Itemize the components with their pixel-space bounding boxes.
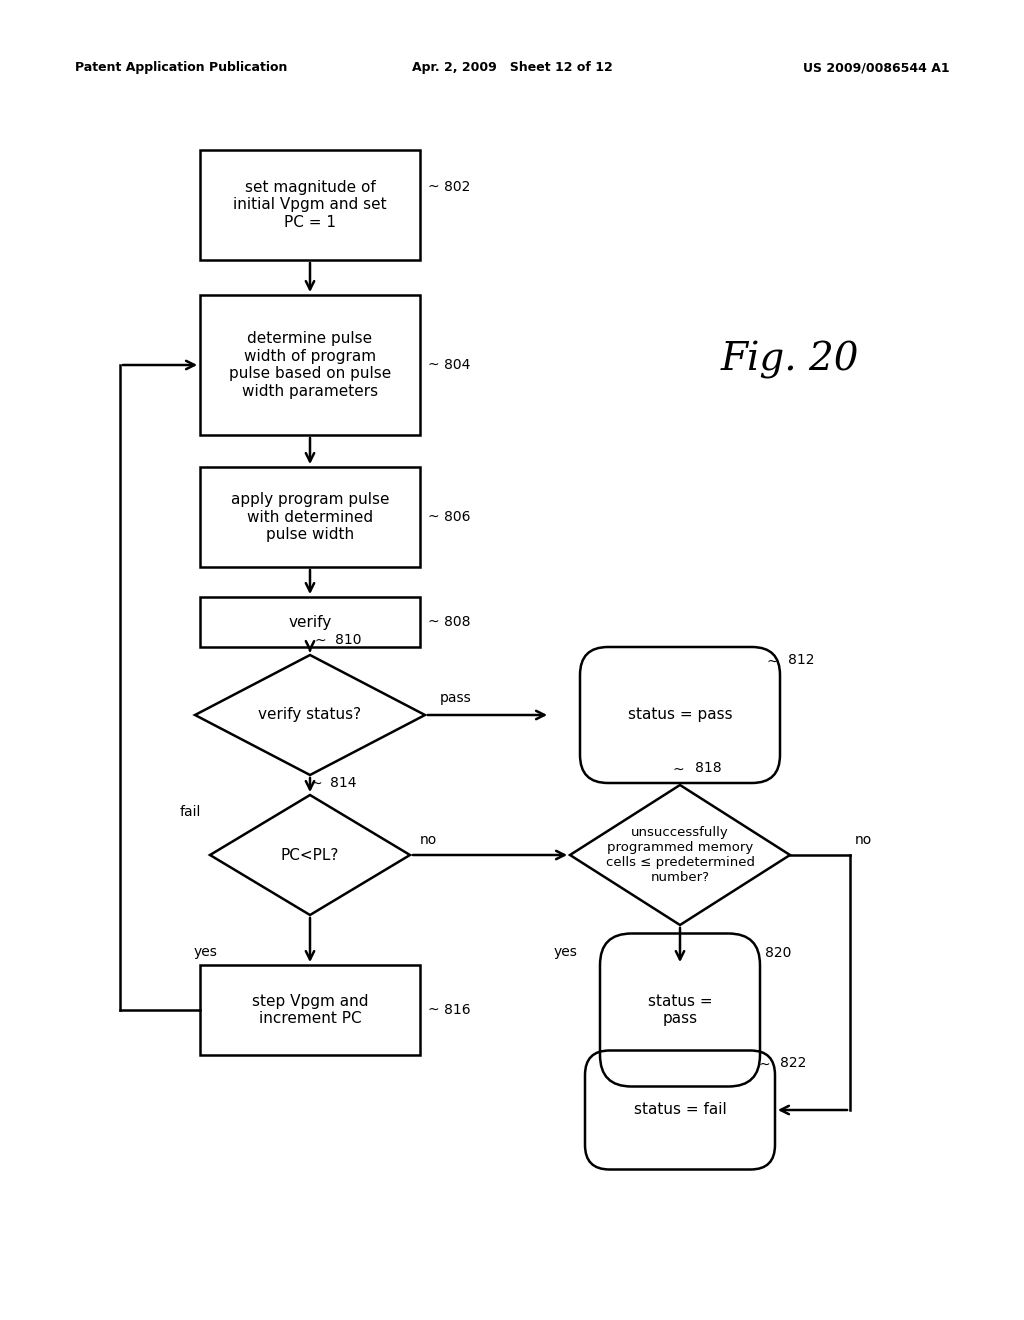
Text: US 2009/0086544 A1: US 2009/0086544 A1 — [804, 62, 950, 74]
Text: step Vpgm and
increment PC: step Vpgm and increment PC — [252, 994, 369, 1026]
Text: pass: pass — [440, 690, 472, 705]
Text: 820: 820 — [765, 946, 792, 960]
Text: 814: 814 — [330, 776, 356, 789]
Text: ~: ~ — [315, 634, 327, 648]
Text: ~: ~ — [673, 763, 685, 777]
Bar — [200, 294, 420, 436]
Text: ~ 802: ~ 802 — [428, 180, 470, 194]
Text: ~: ~ — [310, 777, 322, 791]
Text: determine pulse
width of program
pulse based on pulse
width parameters: determine pulse width of program pulse b… — [229, 331, 391, 399]
Text: ~ 808: ~ 808 — [428, 615, 470, 630]
Text: 810: 810 — [335, 634, 361, 647]
Text: ~ 804: ~ 804 — [428, 358, 470, 372]
Text: fail: fail — [179, 805, 201, 818]
Text: verify: verify — [289, 615, 332, 630]
Text: 812: 812 — [788, 653, 814, 667]
Text: set magnitude of
initial Vpgm and set
PC = 1: set magnitude of initial Vpgm and set PC… — [233, 180, 387, 230]
Text: verify status?: verify status? — [258, 708, 361, 722]
Text: yes: yes — [194, 945, 217, 960]
Text: no: no — [420, 833, 437, 847]
Text: yes: yes — [553, 945, 577, 960]
Bar — [200, 150, 420, 260]
Text: status = fail: status = fail — [634, 1102, 726, 1118]
Text: ~: ~ — [758, 1059, 770, 1072]
Text: 818: 818 — [695, 762, 722, 775]
Text: Fig. 20: Fig. 20 — [721, 341, 859, 379]
Text: apply program pulse
with determined
pulse width: apply program pulse with determined puls… — [230, 492, 389, 543]
Bar — [200, 597, 420, 647]
Text: ~ 816: ~ 816 — [428, 1003, 471, 1016]
Bar — [200, 467, 420, 568]
Text: ~ 806: ~ 806 — [428, 510, 470, 524]
Text: 822: 822 — [780, 1056, 806, 1071]
Bar — [200, 965, 420, 1055]
Text: PC<PL?: PC<PL? — [281, 847, 339, 862]
Text: ~: ~ — [766, 655, 777, 669]
Text: no: no — [855, 833, 872, 847]
Text: unsuccessfully
programmed memory
cells ≤ predetermined
number?: unsuccessfully programmed memory cells ≤… — [605, 826, 755, 884]
Text: Patent Application Publication: Patent Application Publication — [75, 62, 288, 74]
Text: Apr. 2, 2009   Sheet 12 of 12: Apr. 2, 2009 Sheet 12 of 12 — [412, 62, 612, 74]
Text: status =
pass: status = pass — [648, 994, 713, 1026]
Text: status = pass: status = pass — [628, 708, 732, 722]
